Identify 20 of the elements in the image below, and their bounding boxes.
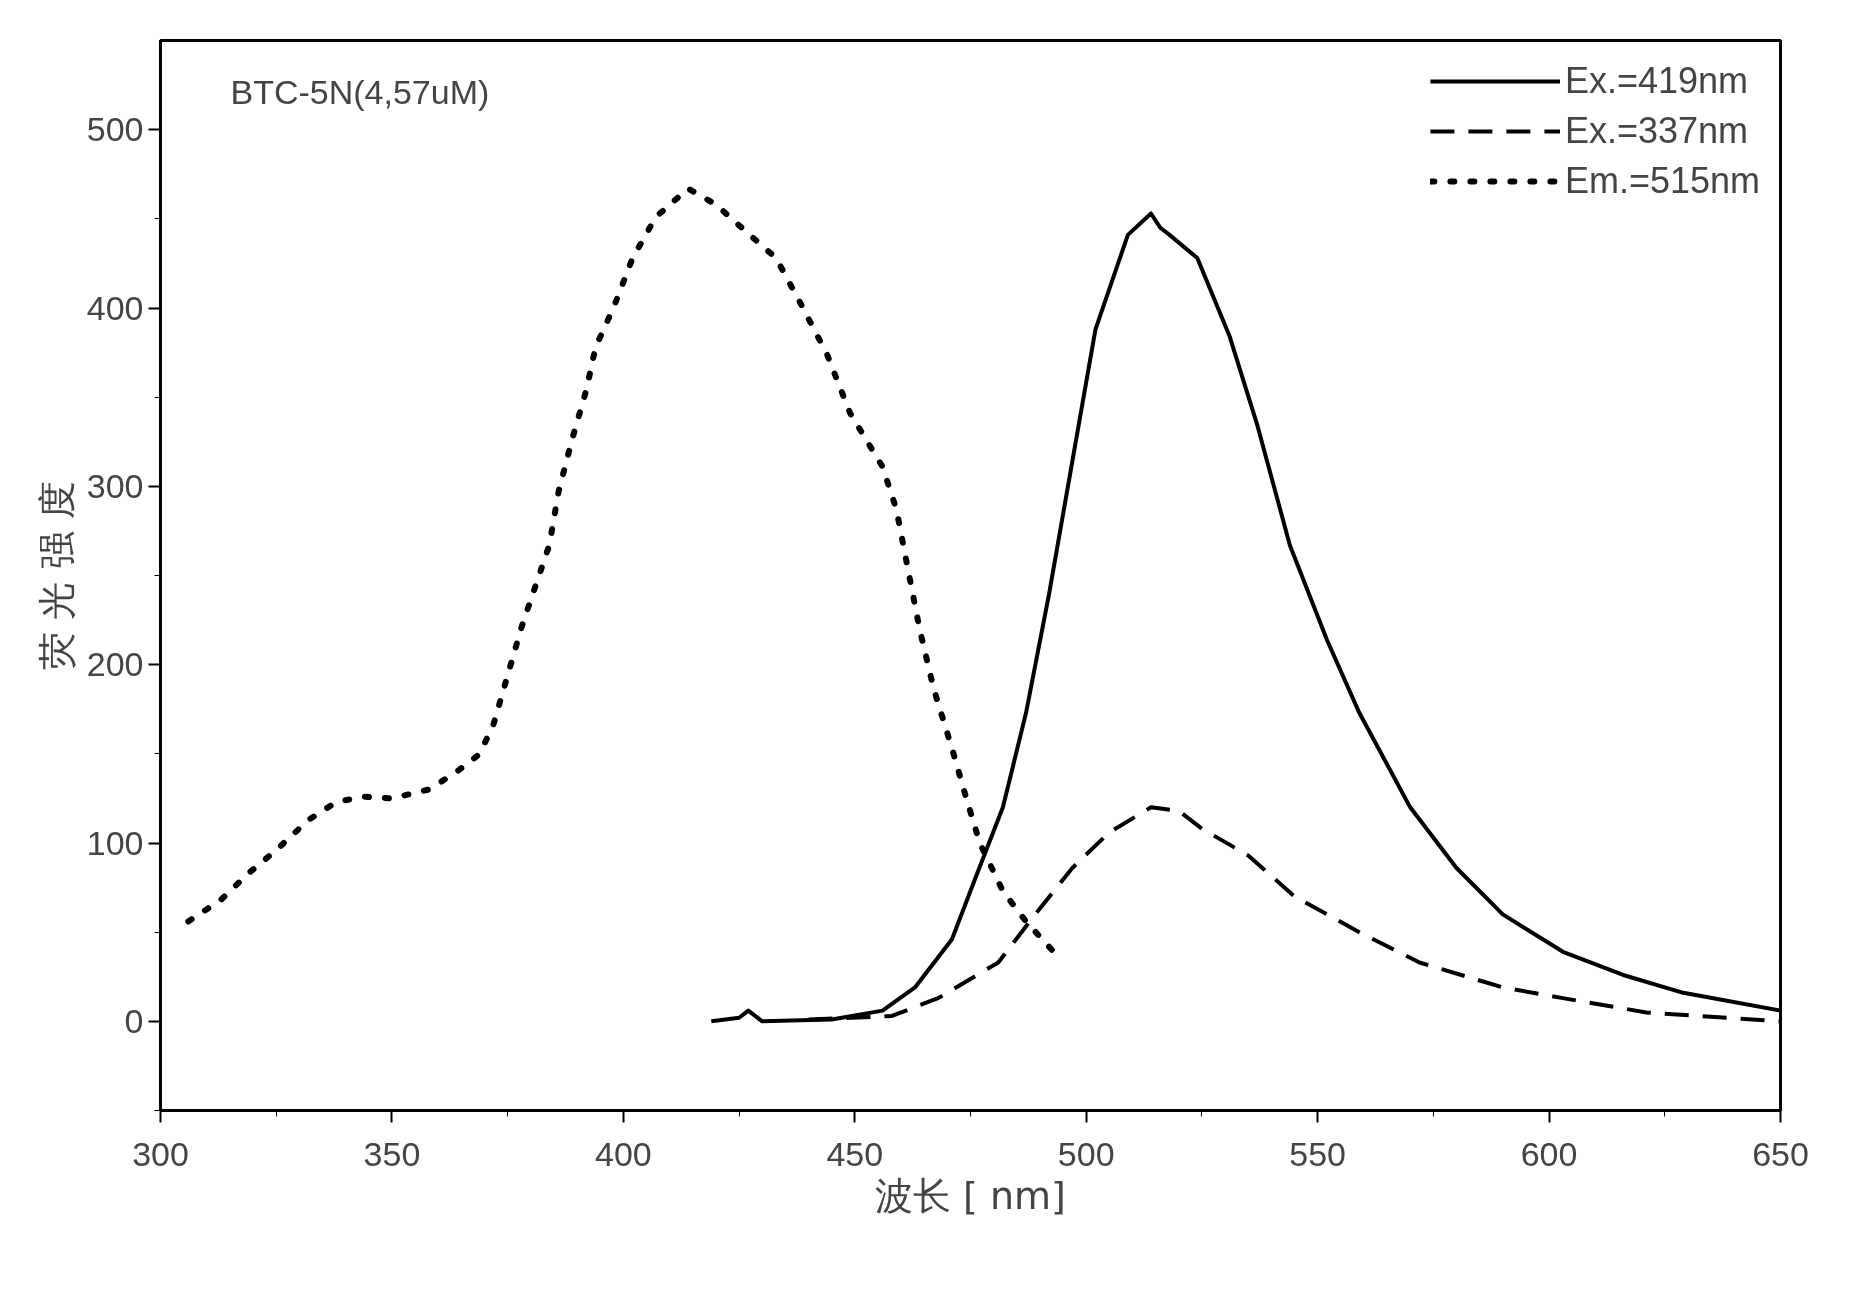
x-tick-label: 300 <box>132 1134 189 1173</box>
y-tick-label: 100 <box>86 823 144 862</box>
y-tick-label: 200 <box>86 645 144 684</box>
annotation: BTC-5N(4,57uM) <box>230 72 490 111</box>
y-tick-label: 0 <box>124 1001 144 1040</box>
x-tick-label: 550 <box>1289 1134 1347 1173</box>
y-tick-label: 500 <box>86 110 144 149</box>
legend-label: Ex.=337nm <box>1564 110 1749 152</box>
x-tick-label: 450 <box>826 1134 884 1173</box>
x-tick-label: 350 <box>363 1134 421 1173</box>
y-axis-title: 荧 光 强 度 <box>34 481 79 670</box>
x-tick-label: 650 <box>1752 1134 1809 1173</box>
y-tick-label: 300 <box>86 466 144 505</box>
x-axis-title: 波长 [ nm] <box>875 1173 1066 1218</box>
legend-label: Em.=515nm <box>1564 160 1760 202</box>
legend-label: Ex.=419nm <box>1564 60 1749 102</box>
x-tick-label: 400 <box>594 1134 652 1173</box>
x-tick-label: 600 <box>1520 1134 1578 1173</box>
x-tick-label: 500 <box>1057 1134 1115 1173</box>
y-tick-label: 400 <box>86 288 144 327</box>
